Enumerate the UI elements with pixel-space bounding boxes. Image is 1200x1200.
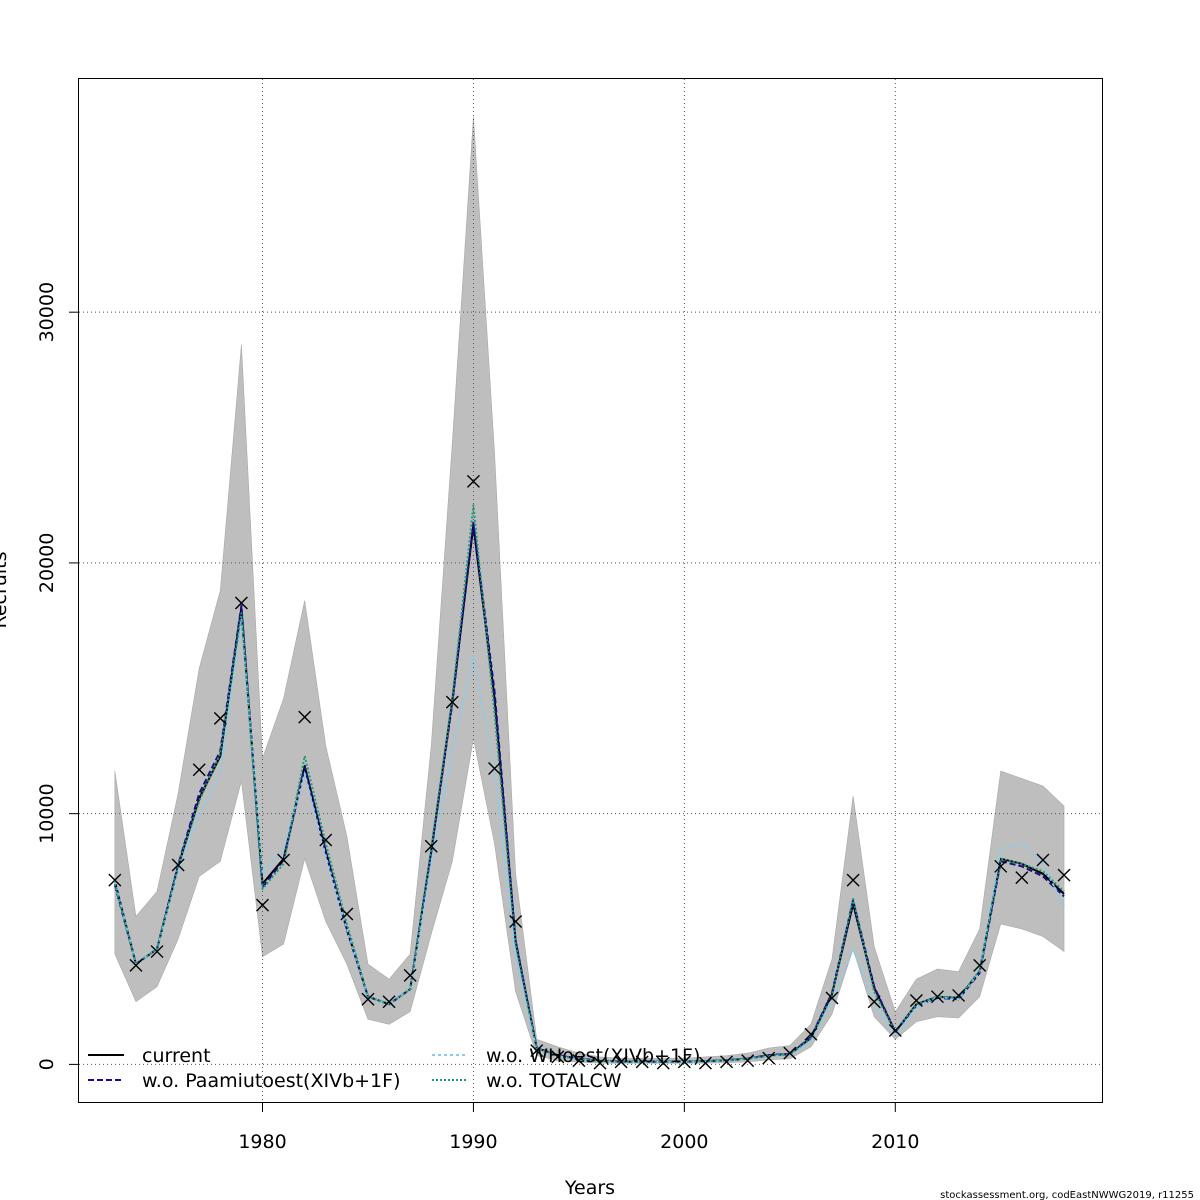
observed-point (509, 914, 523, 928)
observed-point (256, 898, 270, 912)
observed-point (108, 873, 122, 887)
y-axis: 0 10000 20000 30000 (36, 282, 79, 1070)
legend-label-3: w.o. TOTALCW (486, 1070, 622, 1092)
x-tick-label: 1980 (238, 1131, 286, 1153)
observed-point (361, 992, 375, 1006)
y-tick-label: 0 (36, 1058, 58, 1070)
observed-point (677, 1055, 691, 1069)
y-tick-label: 20000 (36, 533, 58, 593)
legend-label-1: w.o. Paamiutoest(XIVb+1F) (142, 1070, 400, 1092)
observed-point (1057, 868, 1071, 882)
observed-point (171, 858, 185, 872)
series-line-3 (113, 504, 1065, 1063)
observed-point (445, 695, 459, 709)
observed-point (129, 958, 143, 972)
x-axis: 1980 1990 2000 2010 (238, 1102, 919, 1153)
observed-point (319, 833, 333, 847)
observed-point (783, 1046, 797, 1060)
observed-point (150, 945, 164, 959)
observed-point (298, 710, 312, 724)
x-tick-label: 2000 (660, 1131, 708, 1153)
observed-point (1015, 871, 1029, 885)
confidence-band-layer (114, 116, 1065, 1064)
observed-point (909, 993, 923, 1007)
observed-point (424, 839, 438, 853)
observed-point (930, 990, 944, 1004)
observed-point (1036, 853, 1050, 867)
y-tick-label: 10000 (36, 783, 58, 843)
observed-point (846, 873, 860, 887)
observed-point (656, 1056, 670, 1070)
legend: current w.o. Paamiutoest(XIVb+1F) w.o. WHo… (88, 1045, 700, 1092)
y-axis-title: Recruits (0, 552, 11, 629)
confidence-band (114, 116, 1065, 1064)
observed-point (804, 1027, 818, 1041)
observed-point (466, 474, 480, 488)
observed-point (952, 988, 966, 1002)
observed-markers (108, 474, 1071, 1070)
plot-frame (78, 78, 1103, 1103)
observed-point (741, 1054, 755, 1068)
observed-point (614, 1055, 628, 1069)
grid-lines (79, 79, 1102, 1102)
series-lines (113, 504, 1065, 1063)
observed-point (698, 1056, 712, 1070)
observed-point (762, 1051, 776, 1065)
x-axis-title: Years (564, 1177, 615, 1199)
legend-label-2: w.o. WHoest(XIVb+1F) (486, 1045, 700, 1067)
observed-point (994, 859, 1008, 873)
series-line-1 (113, 521, 1065, 1063)
observed-point (234, 596, 248, 610)
x-tick-label: 2010 (871, 1131, 919, 1153)
observed-point (403, 968, 417, 982)
observed-point (192, 763, 206, 777)
observed-point (488, 762, 502, 776)
observed-point (382, 995, 396, 1009)
x-tick-label: 1990 (449, 1131, 497, 1153)
credit-text: stockassessment.org, codEastNWWG2019, r1… (940, 1190, 1194, 1200)
observed-point (213, 711, 227, 725)
observed-point (635, 1055, 649, 1069)
y-tick-label: 30000 (36, 282, 58, 342)
observed-point (572, 1054, 586, 1068)
observed-point (720, 1055, 734, 1069)
observed-point (593, 1056, 607, 1070)
observed-point (825, 991, 839, 1005)
observed-point (340, 907, 354, 921)
observed-point (867, 995, 881, 1009)
observed-point (973, 958, 987, 972)
legend-label-0: current (142, 1045, 211, 1067)
observed-point (888, 1024, 902, 1038)
observed-point (551, 1050, 565, 1064)
series-line-2 (113, 617, 1065, 1063)
observed-point (530, 1044, 544, 1058)
observed-point (277, 853, 291, 867)
